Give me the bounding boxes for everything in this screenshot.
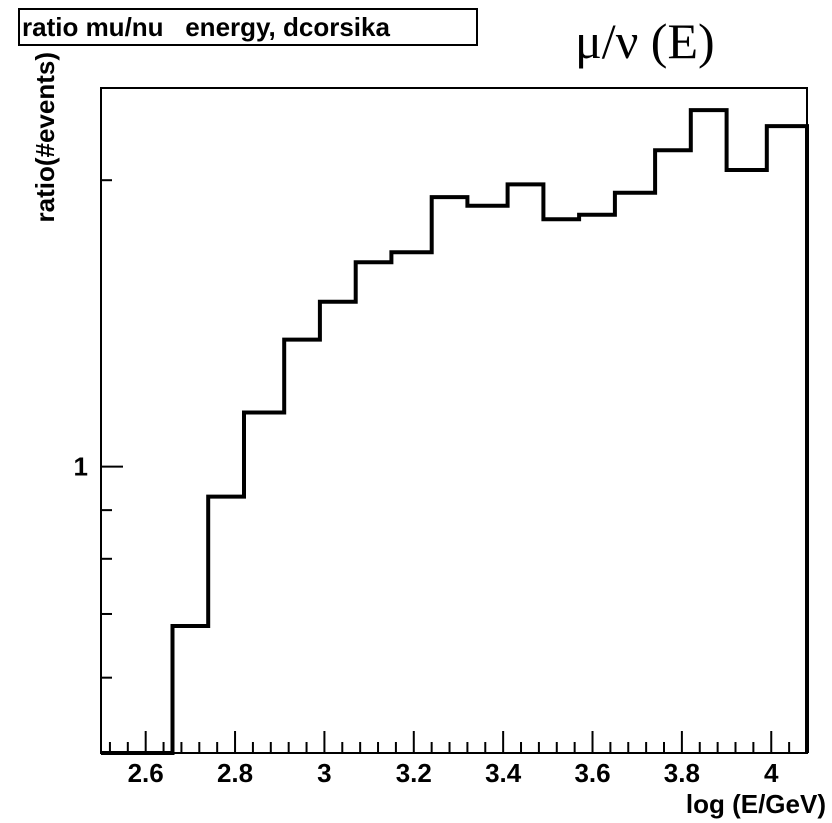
x-tick-label: 4 [764, 758, 779, 788]
y-tick-labels: 1 [74, 452, 88, 482]
y-axis-title: ratio(#events) [30, 52, 60, 223]
x-tick-label: 2.8 [217, 758, 253, 788]
x-tick-label: 3.8 [664, 758, 700, 788]
handwritten-title: μ/ν (E) [575, 13, 715, 69]
axis-ticks [101, 179, 808, 754]
stats-title-box: ratio mu/nu energy, dcorsika [18, 8, 478, 46]
x-tick-label: 2.6 [128, 758, 164, 788]
histogram-series [101, 108, 809, 755]
x-tick-labels: 2.6 2.8 3 3.2 3.4 3.6 3.8 4 [128, 758, 779, 788]
plot-frame [100, 87, 808, 754]
x-tick-label: 3 [317, 758, 331, 788]
y-tick-label: 1 [74, 452, 88, 482]
x-axis-title: log (E/GeV) [686, 789, 826, 819]
x-tick-label: 3.4 [485, 758, 522, 788]
x-tick-label: 3.2 [396, 758, 432, 788]
x-tick-label: 3.6 [574, 758, 610, 788]
